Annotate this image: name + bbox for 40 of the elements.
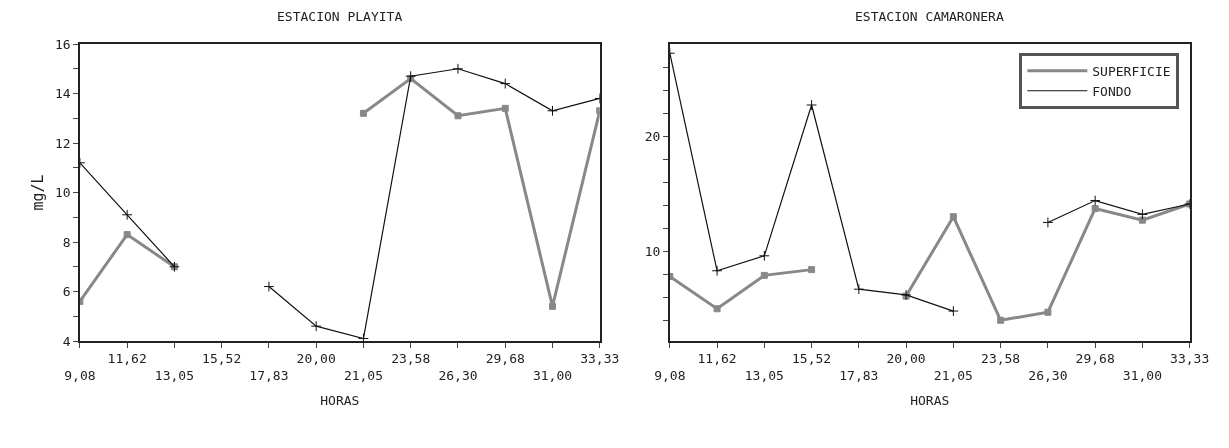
y-tick-label: 10 (54, 185, 71, 201)
y-tick-label: 12 (54, 135, 71, 151)
x-tick-label: 29,68 (1075, 351, 1115, 367)
y-tick-label: 8 (62, 234, 71, 250)
x-tick-label: 26,30 (438, 368, 478, 384)
chart-title: ESTACION CAMARONERA (855, 9, 1004, 24)
x-tick-label: 15,52 (202, 351, 242, 367)
legend-label: FONDO (1092, 83, 1132, 99)
x-tick-label: 9,08 (64, 368, 96, 384)
x-axis-title: HORAS (910, 393, 950, 409)
x-tick-label: 11,62 (697, 351, 737, 367)
y-tick-label: 20 (644, 128, 661, 144)
y-tick-label: 16 (54, 36, 71, 52)
x-axis-title: HORAS (320, 393, 360, 409)
x-tick-label: 33,33 (1170, 351, 1210, 367)
x-tick-label: 20,00 (886, 351, 926, 367)
y-tick-label: 14 (54, 86, 71, 102)
y-tick-label: 4 (62, 333, 71, 349)
x-tick-label: 29,68 (485, 351, 525, 367)
x-tick-label: 13,05 (154, 368, 194, 384)
x-tick-label: 21,05 (343, 368, 384, 384)
x-tick-label: 20,00 (296, 351, 336, 367)
y-axis-title: mg/L (28, 174, 47, 211)
y-tick-label: 6 (62, 284, 71, 300)
x-tick-label: 21,05 (933, 368, 973, 384)
x-tick-label: 33,33 (580, 351, 620, 367)
x-tick-label: 31,00 (532, 368, 573, 384)
x-tick-label: 31,00 (1122, 368, 1162, 384)
chart-title: ESTACION PLAYITA (277, 9, 403, 24)
x-tick-label: 15,52 (792, 351, 832, 367)
y-tick-label: 10 (644, 243, 661, 259)
x-tick-label: 11,62 (107, 351, 147, 367)
x-tick-label: 9,08 (654, 368, 686, 384)
x-tick-label: 23,58 (391, 351, 431, 367)
x-tick-label: 23,58 (981, 351, 1021, 367)
legend-label: SUPERFICIE (1092, 63, 1171, 79)
x-tick-label: 17,83 (249, 368, 289, 384)
x-tick-label: 26,30 (1028, 368, 1068, 384)
x-tick-label: 17,83 (839, 368, 879, 384)
x-tick-label: 13,05 (744, 368, 784, 384)
